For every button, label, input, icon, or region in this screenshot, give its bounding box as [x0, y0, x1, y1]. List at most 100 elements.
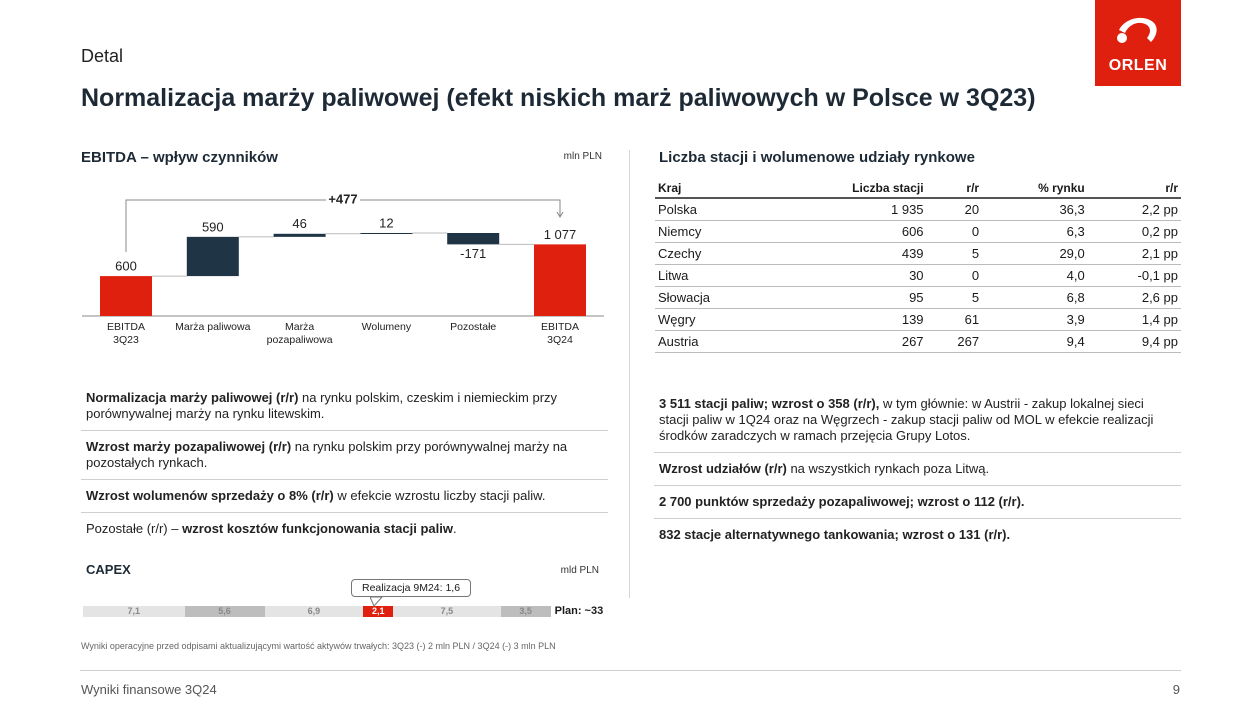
category-label: EBITDA 3Q23 [107, 321, 145, 346]
table-row: Czechy 439 5 29,0 2,1 pp [655, 242, 1181, 265]
table-cell: 2,2 pp [1087, 198, 1181, 221]
capex-segment: 2,1 [363, 606, 394, 617]
bridge-arrow [556, 211, 564, 218]
table-cell: 139 [771, 308, 927, 331]
plan-label: Plan: ~33 [554, 605, 604, 617]
table-cell: Austria [655, 330, 772, 353]
value-label: -171 [460, 246, 486, 261]
table-cell: 6,3 [982, 220, 1088, 243]
table-cell: 0 [926, 220, 983, 243]
note-text: na wszystkich rynkach poza Litwą. [786, 461, 990, 476]
note-text: 3 511 stacji paliw; wzrost o 358 (r/r), [659, 396, 880, 411]
table-cell: 606 [771, 220, 927, 243]
note: 2 700 punktów sprzedaży pozapaliwowej; w… [654, 486, 1181, 519]
note: Pozostałe (r/r) – wzrost kosztów funkcjo… [81, 513, 608, 545]
table-title: Liczba stacji i wolumenowe udziały rynko… [659, 149, 975, 166]
table-row: Litwa 30 0 4,0 -0,1 pp [655, 264, 1181, 287]
table-cell: 30 [771, 264, 927, 287]
table-cell: 9,4 [982, 330, 1088, 353]
table-row: Austria 267 267 9,4 9,4 pp [655, 330, 1181, 353]
note-text: Normalizacja marży paliwowej (r/r) [86, 390, 299, 405]
divider [629, 150, 630, 598]
bar [273, 233, 326, 237]
note: Wzrost marży pozapaliwowej (r/r) na rynk… [81, 431, 608, 480]
slide-title: Normalizacja marży paliwowej (efekt nisk… [81, 84, 1036, 112]
page-number: 9 [1172, 682, 1180, 697]
table-cell: 95 [771, 286, 927, 309]
bridge-bg [326, 192, 360, 208]
footer-text: Wyniki finansowe 3Q24 [81, 682, 217, 697]
table-cell: 61 [926, 308, 983, 331]
category-label: EBITDA 3Q24 [541, 321, 579, 346]
note: Normalizacja marży paliwowej (r/r) na ry… [81, 382, 608, 431]
table-cell: 439 [771, 242, 927, 265]
table-cell: 4,0 [982, 264, 1088, 287]
category-label: Pozostałe [450, 321, 497, 333]
table-cell: 5 [926, 286, 983, 309]
value-label: 12 [379, 215, 393, 230]
table-cell: 3,9 [982, 308, 1088, 331]
note-text: 2 700 punktów sprzedaży pozapaliwowej; w… [659, 494, 1025, 509]
note: Wzrost wolumenów sprzedaży o 8% (r/r) w … [81, 480, 608, 513]
bar [447, 233, 500, 245]
table-cell: 1,4 pp [1087, 308, 1181, 331]
waterfall-chart: 600 590 46 12 -171 1 077 +477 [82, 191, 604, 317]
callout: Realizacja 9M24: 1,6 [351, 579, 472, 597]
column-header: Kraj [655, 179, 772, 199]
note-text: Pozostałe (r/r) – [86, 521, 183, 536]
table-row: Polska 1 935 20 36,3 2,2 pp [655, 198, 1181, 221]
value-label: 46 [292, 216, 306, 231]
note-text: Wzrost marży pozapaliwowej (r/r) [86, 439, 292, 454]
table-cell: 2,6 pp [1087, 286, 1181, 309]
table-cell: Litwa [655, 264, 772, 287]
table-cell: 267 [771, 330, 927, 353]
table-cell: Czechy [655, 242, 772, 265]
table-cell: 36,3 [982, 198, 1088, 221]
footer-line [80, 670, 1181, 671]
capex-unit: mld PLN [560, 565, 599, 576]
bar [360, 233, 413, 234]
table-cell: 5 [926, 242, 983, 265]
table-cell: Polska [655, 198, 772, 221]
unit-label: mln PLN [563, 151, 602, 162]
capex-title: CAPEX [86, 562, 131, 577]
capex-segment: 3,5 [500, 606, 551, 617]
logo-text: ORLEN [1108, 57, 1168, 74]
stations-table: Kraj Liczba stacji r/r% rynku r/r Polska 1 93… [655, 179, 1181, 353]
table-row: Węgry 139 61 3,9 1,4 pp [655, 308, 1181, 331]
table-row: Słowacja 95 5 6,8 2,6 pp [655, 286, 1181, 309]
category-label: Wolumeny [361, 321, 412, 333]
note: 832 stacje alternatywnego tankowania; wz… [654, 519, 1181, 551]
table-cell: 9,4 pp [1087, 330, 1181, 353]
note: 3 511 stacji paliw; wzrost o 358 (r/r), … [654, 388, 1181, 453]
table-cell: 267 [926, 330, 983, 353]
value-label: 1 077 [544, 227, 577, 242]
bar [100, 276, 152, 316]
table-cell: 2,1 pp [1087, 242, 1181, 265]
column-header: r/r [926, 179, 983, 199]
table-row: Niemcy 606 0 6,3 0,2 pp [655, 220, 1181, 243]
bar [534, 244, 586, 316]
bridge-label: +477 [328, 191, 357, 206]
capex-segment: 7,5 [393, 606, 501, 617]
note-text: wzrost kosztów funkcjonowania stacji pal… [182, 521, 453, 536]
table-cell: 1 935 [771, 198, 927, 221]
bar [186, 236, 239, 277]
table-cell: 0 [926, 264, 983, 287]
logo-mark [1117, 17, 1157, 43]
logo: ORLEN [1095, 0, 1181, 86]
category-label: Marża pozapaliwowa [266, 321, 333, 346]
note-text: Wzrost udziałów (r/r) [659, 461, 787, 476]
note-text: 832 stacje alternatywnego tankowania; wz… [659, 527, 1011, 542]
right-notes: 3 511 stacji paliw; wzrost o 358 (r/r), … [654, 388, 1181, 551]
value-label: 590 [202, 219, 224, 234]
table-cell: 29,0 [982, 242, 1088, 265]
callout-pointer [370, 596, 384, 607]
note-text: na rynku polskim, czeskim i niemieckim p… [86, 390, 558, 421]
capex-segment: 5,6 [184, 606, 265, 617]
category-label: Marża paliwowa [175, 321, 251, 333]
capex-segment: 6,9 [264, 606, 364, 617]
capex-segment: 7,1 [83, 606, 185, 617]
note-text: w efekcie wzrostu liczby stacji paliw. [333, 488, 546, 503]
